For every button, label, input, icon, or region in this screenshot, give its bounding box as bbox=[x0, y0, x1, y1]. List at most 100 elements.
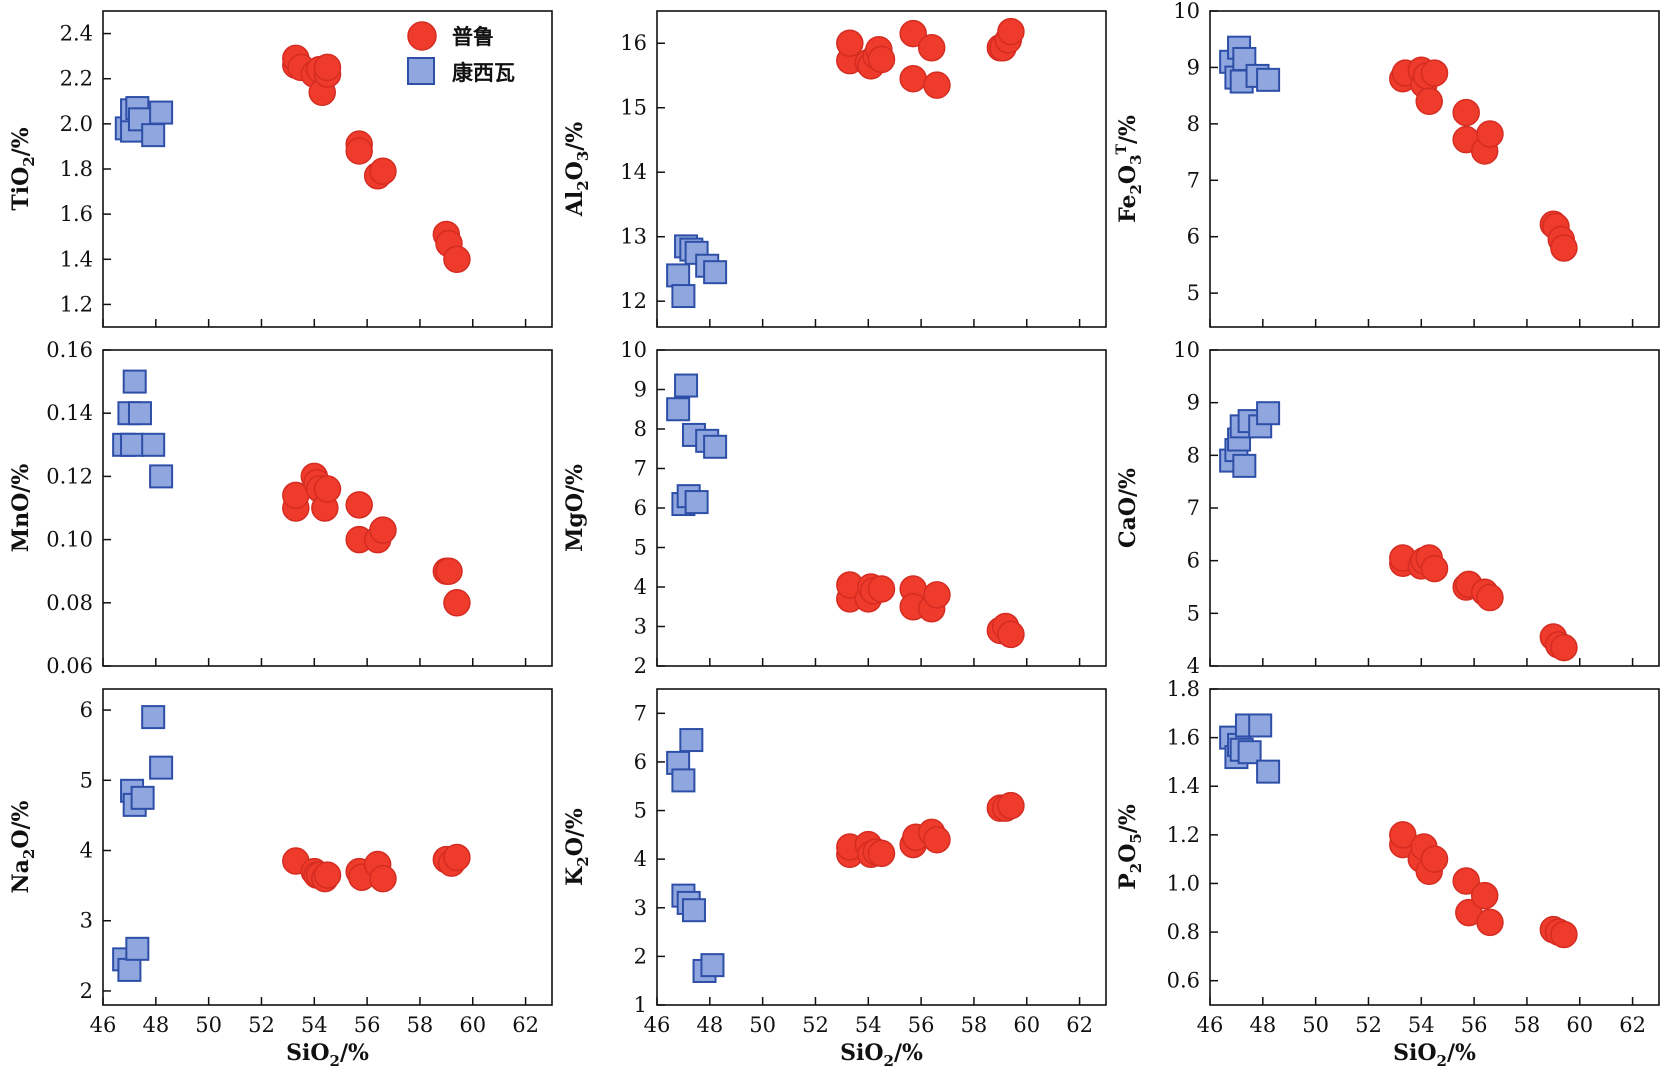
data-point-kangxiwa bbox=[1256, 67, 1281, 92]
panel-2: 12 13 14 15 16 Al2O3/% bbox=[562, 10, 1107, 328]
plot-frame bbox=[656, 349, 1107, 667]
series-pulu bbox=[836, 791, 1025, 869]
panel-5: 2 3 4 5 6 7 8 9 10 MgO/% bbox=[562, 338, 1107, 678]
y-tick-label: 2.4 bbox=[60, 22, 93, 46]
y-tick-label: 1.4 bbox=[60, 247, 93, 271]
data-point-pulu bbox=[1452, 867, 1480, 895]
plot-frame bbox=[656, 688, 1107, 1006]
y-tick-label: 2.0 bbox=[60, 112, 93, 136]
x-tick-label: 50 bbox=[1302, 1013, 1329, 1037]
y-tick-label: 5 bbox=[1187, 281, 1200, 305]
y-axis-label: TiO2/% bbox=[8, 127, 38, 210]
y-tick-label: 1.6 bbox=[60, 202, 93, 226]
x-tick-label: 56 bbox=[354, 1013, 381, 1037]
series-pulu bbox=[282, 843, 471, 893]
data-point-pulu bbox=[345, 137, 373, 165]
data-point-pulu bbox=[997, 791, 1025, 820]
legend-marker-pulu bbox=[407, 21, 437, 51]
x-tick-label: 48 bbox=[142, 1013, 169, 1037]
x-tick-label: 62 bbox=[1066, 1013, 1093, 1037]
data-point-kangxiwa bbox=[666, 397, 691, 422]
data-point-kangxiwa bbox=[1232, 453, 1257, 478]
x-tick-label: 58 bbox=[961, 1013, 988, 1037]
data-point-kangxiwa bbox=[141, 123, 166, 148]
y-tick-label: 2 bbox=[80, 979, 93, 1003]
data-point-pulu bbox=[443, 589, 471, 617]
data-point-kangxiwa bbox=[679, 728, 704, 753]
panel-1: 1.2 1.4 1.6 1.8 2.0 2.2 2.4 TiO2/% bbox=[8, 10, 553, 328]
data-point-pulu bbox=[443, 843, 471, 872]
x-tick-label: 56 bbox=[1461, 1013, 1488, 1037]
data-point-kangxiwa bbox=[684, 490, 709, 515]
data-point-pulu bbox=[1420, 59, 1449, 87]
x-tick-label: 58 bbox=[407, 1013, 434, 1037]
x-tick-label: 50 bbox=[195, 1013, 222, 1037]
y-tick-label: 12 bbox=[620, 289, 647, 313]
data-point-pulu bbox=[369, 864, 397, 893]
plot-frame bbox=[1209, 10, 1660, 328]
data-point-kangxiwa bbox=[671, 284, 696, 309]
y-tick-label: 4 bbox=[1187, 654, 1200, 678]
panel-4: 0.06 0.08 0.10 0.12 0.14 0.16 MnO/% bbox=[8, 338, 553, 678]
data-point-pulu bbox=[836, 29, 864, 57]
data-point-kangxiwa bbox=[1248, 713, 1273, 738]
series-kangxiwa bbox=[114, 96, 174, 148]
x-tick-label: 56 bbox=[908, 1013, 935, 1037]
data-point-pulu bbox=[867, 575, 896, 603]
data-point-kangxiwa bbox=[703, 260, 728, 285]
y-tick-label: 0.16 bbox=[46, 338, 93, 362]
y-tick-label: 1.0 bbox=[1167, 871, 1200, 895]
data-point-kangxiwa bbox=[130, 785, 155, 810]
data-point-pulu bbox=[1420, 845, 1449, 873]
x-tick-label: 54 bbox=[1408, 1013, 1435, 1037]
y-tick-label: 0.08 bbox=[46, 591, 93, 615]
data-point-kangxiwa bbox=[141, 432, 166, 457]
data-point-pulu bbox=[1476, 908, 1504, 937]
y-tick-label: 14 bbox=[620, 160, 647, 184]
data-point-pulu bbox=[1550, 633, 1578, 662]
data-point-pulu bbox=[369, 157, 397, 186]
y-axis-label: MnO/% bbox=[8, 464, 34, 553]
y-tick-label: 0.12 bbox=[46, 464, 93, 488]
panel-9: 0.6 0.8 1.0 1.2 1.4 1.6 1.8 46 48 50 52 54 56 58 60 62 S… bbox=[1115, 677, 1660, 1070]
data-point-pulu bbox=[917, 34, 946, 62]
data-point-pulu bbox=[1452, 98, 1480, 127]
y-tick-label: 2.2 bbox=[60, 67, 93, 91]
x-tick-label: 60 bbox=[1566, 1013, 1593, 1037]
y-tick-label: 10 bbox=[1173, 338, 1200, 362]
series-kangxiwa bbox=[112, 369, 174, 489]
data-point-pulu bbox=[1470, 881, 1499, 910]
y-tick-label: 3 bbox=[80, 909, 93, 933]
series-kangxiwa bbox=[666, 373, 728, 517]
y-tick-label: 1 bbox=[634, 993, 647, 1017]
plot-frame bbox=[1209, 688, 1660, 1006]
x-tick-label: 60 bbox=[1013, 1013, 1040, 1037]
plot-frame bbox=[1209, 349, 1660, 667]
y-tick-label: 4 bbox=[80, 839, 93, 863]
x-tick-label: 48 bbox=[1249, 1013, 1276, 1037]
y-tick-label: 7 bbox=[1187, 496, 1200, 520]
x-tick-label: 54 bbox=[301, 1013, 328, 1037]
series-pulu bbox=[282, 462, 471, 617]
y-axis-label: Na2O/% bbox=[8, 800, 38, 893]
series-pulu bbox=[836, 571, 1025, 649]
y-tick-label: 16 bbox=[620, 31, 647, 55]
y-tick-label: 9 bbox=[1187, 55, 1200, 79]
y-axis-label: CaO/% bbox=[1115, 468, 1141, 548]
data-point-kangxiwa bbox=[117, 957, 142, 982]
x-tick-label: 62 bbox=[512, 1013, 539, 1037]
series-pulu bbox=[1389, 821, 1578, 949]
y-tick-label: 6 bbox=[1187, 549, 1200, 573]
plot-frame bbox=[102, 349, 553, 667]
x-axis-label: SiO2/% bbox=[840, 1040, 923, 1070]
data-point-pulu bbox=[923, 71, 951, 99]
data-point-pulu bbox=[313, 861, 342, 889]
y-tick-label: 2 bbox=[634, 654, 647, 678]
x-tick-label: 52 bbox=[1355, 1013, 1382, 1037]
data-point-kangxiwa bbox=[681, 898, 706, 923]
y-tick-label: 9 bbox=[634, 378, 647, 402]
legend-marker-kangxiwa bbox=[407, 57, 435, 85]
data-point-pulu bbox=[313, 53, 342, 82]
data-point-pulu bbox=[1550, 234, 1578, 262]
